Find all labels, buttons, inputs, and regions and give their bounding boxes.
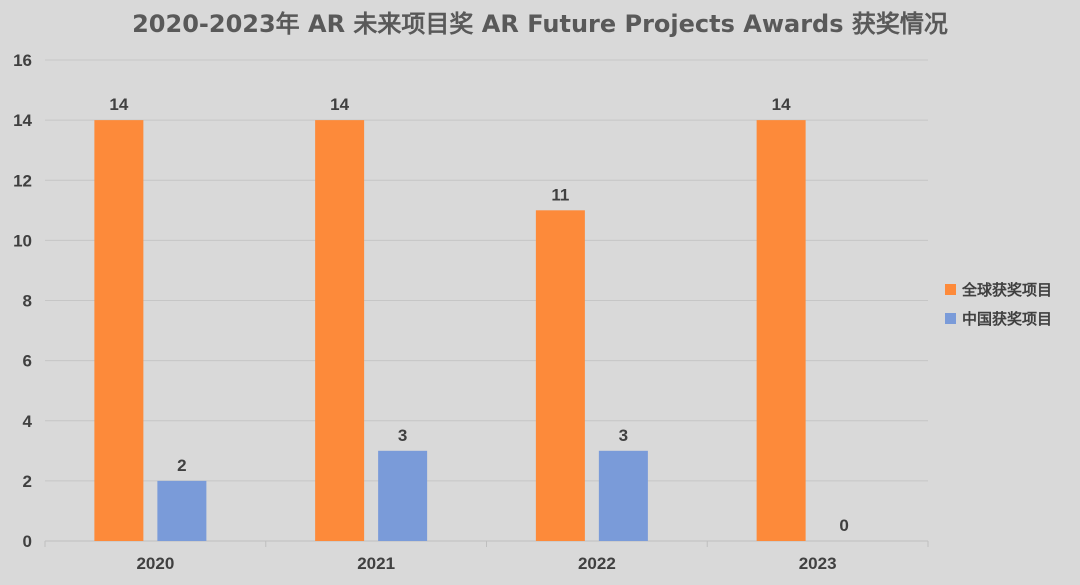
bar-china-2021 <box>378 450 428 541</box>
bar-china-2022 <box>598 450 648 541</box>
bars <box>94 120 806 541</box>
legend-swatch <box>945 313 956 324</box>
x-tick-label: 2023 <box>799 554 837 573</box>
y-tick-label: 14 <box>13 111 32 130</box>
data-labels: 14 2 14 3 11 3 14 0 <box>109 95 848 535</box>
x-tick-label: 2022 <box>578 554 616 573</box>
legend-label: 全球获奖项目 <box>961 281 1052 299</box>
data-label: 14 <box>772 95 791 114</box>
x-tick-label: 2021 <box>357 554 395 573</box>
bar-global-2020 <box>94 120 144 541</box>
y-tick-label: 16 <box>13 51 32 70</box>
data-label: 3 <box>619 426 628 445</box>
y-tick-label: 0 <box>23 532 32 551</box>
bar-global-2022 <box>535 210 585 541</box>
y-tick-label: 8 <box>23 292 32 311</box>
y-tick-label: 2 <box>23 472 32 491</box>
y-tick-label: 10 <box>13 231 32 250</box>
y-tick-label: 6 <box>23 352 32 371</box>
data-label: 2 <box>177 456 186 475</box>
legend-swatch <box>945 284 956 295</box>
data-label: 3 <box>398 426 407 445</box>
data-label: 0 <box>839 516 848 535</box>
y-tick-label: 12 <box>13 171 32 190</box>
data-label: 11 <box>551 185 569 204</box>
x-tick-label: 2020 <box>136 554 174 573</box>
bar-global-2023 <box>756 120 806 541</box>
chart-title: 2020-2023年 AR 未来项目奖 AR Future Projects A… <box>132 10 948 38</box>
y-tick-label: 4 <box>23 412 33 431</box>
legend-label: 中国获奖项目 <box>962 310 1052 328</box>
data-label: 14 <box>109 95 128 114</box>
bar-global-2021 <box>315 120 365 541</box>
data-label: 14 <box>330 95 349 114</box>
bar-china-2020 <box>157 480 207 541</box>
